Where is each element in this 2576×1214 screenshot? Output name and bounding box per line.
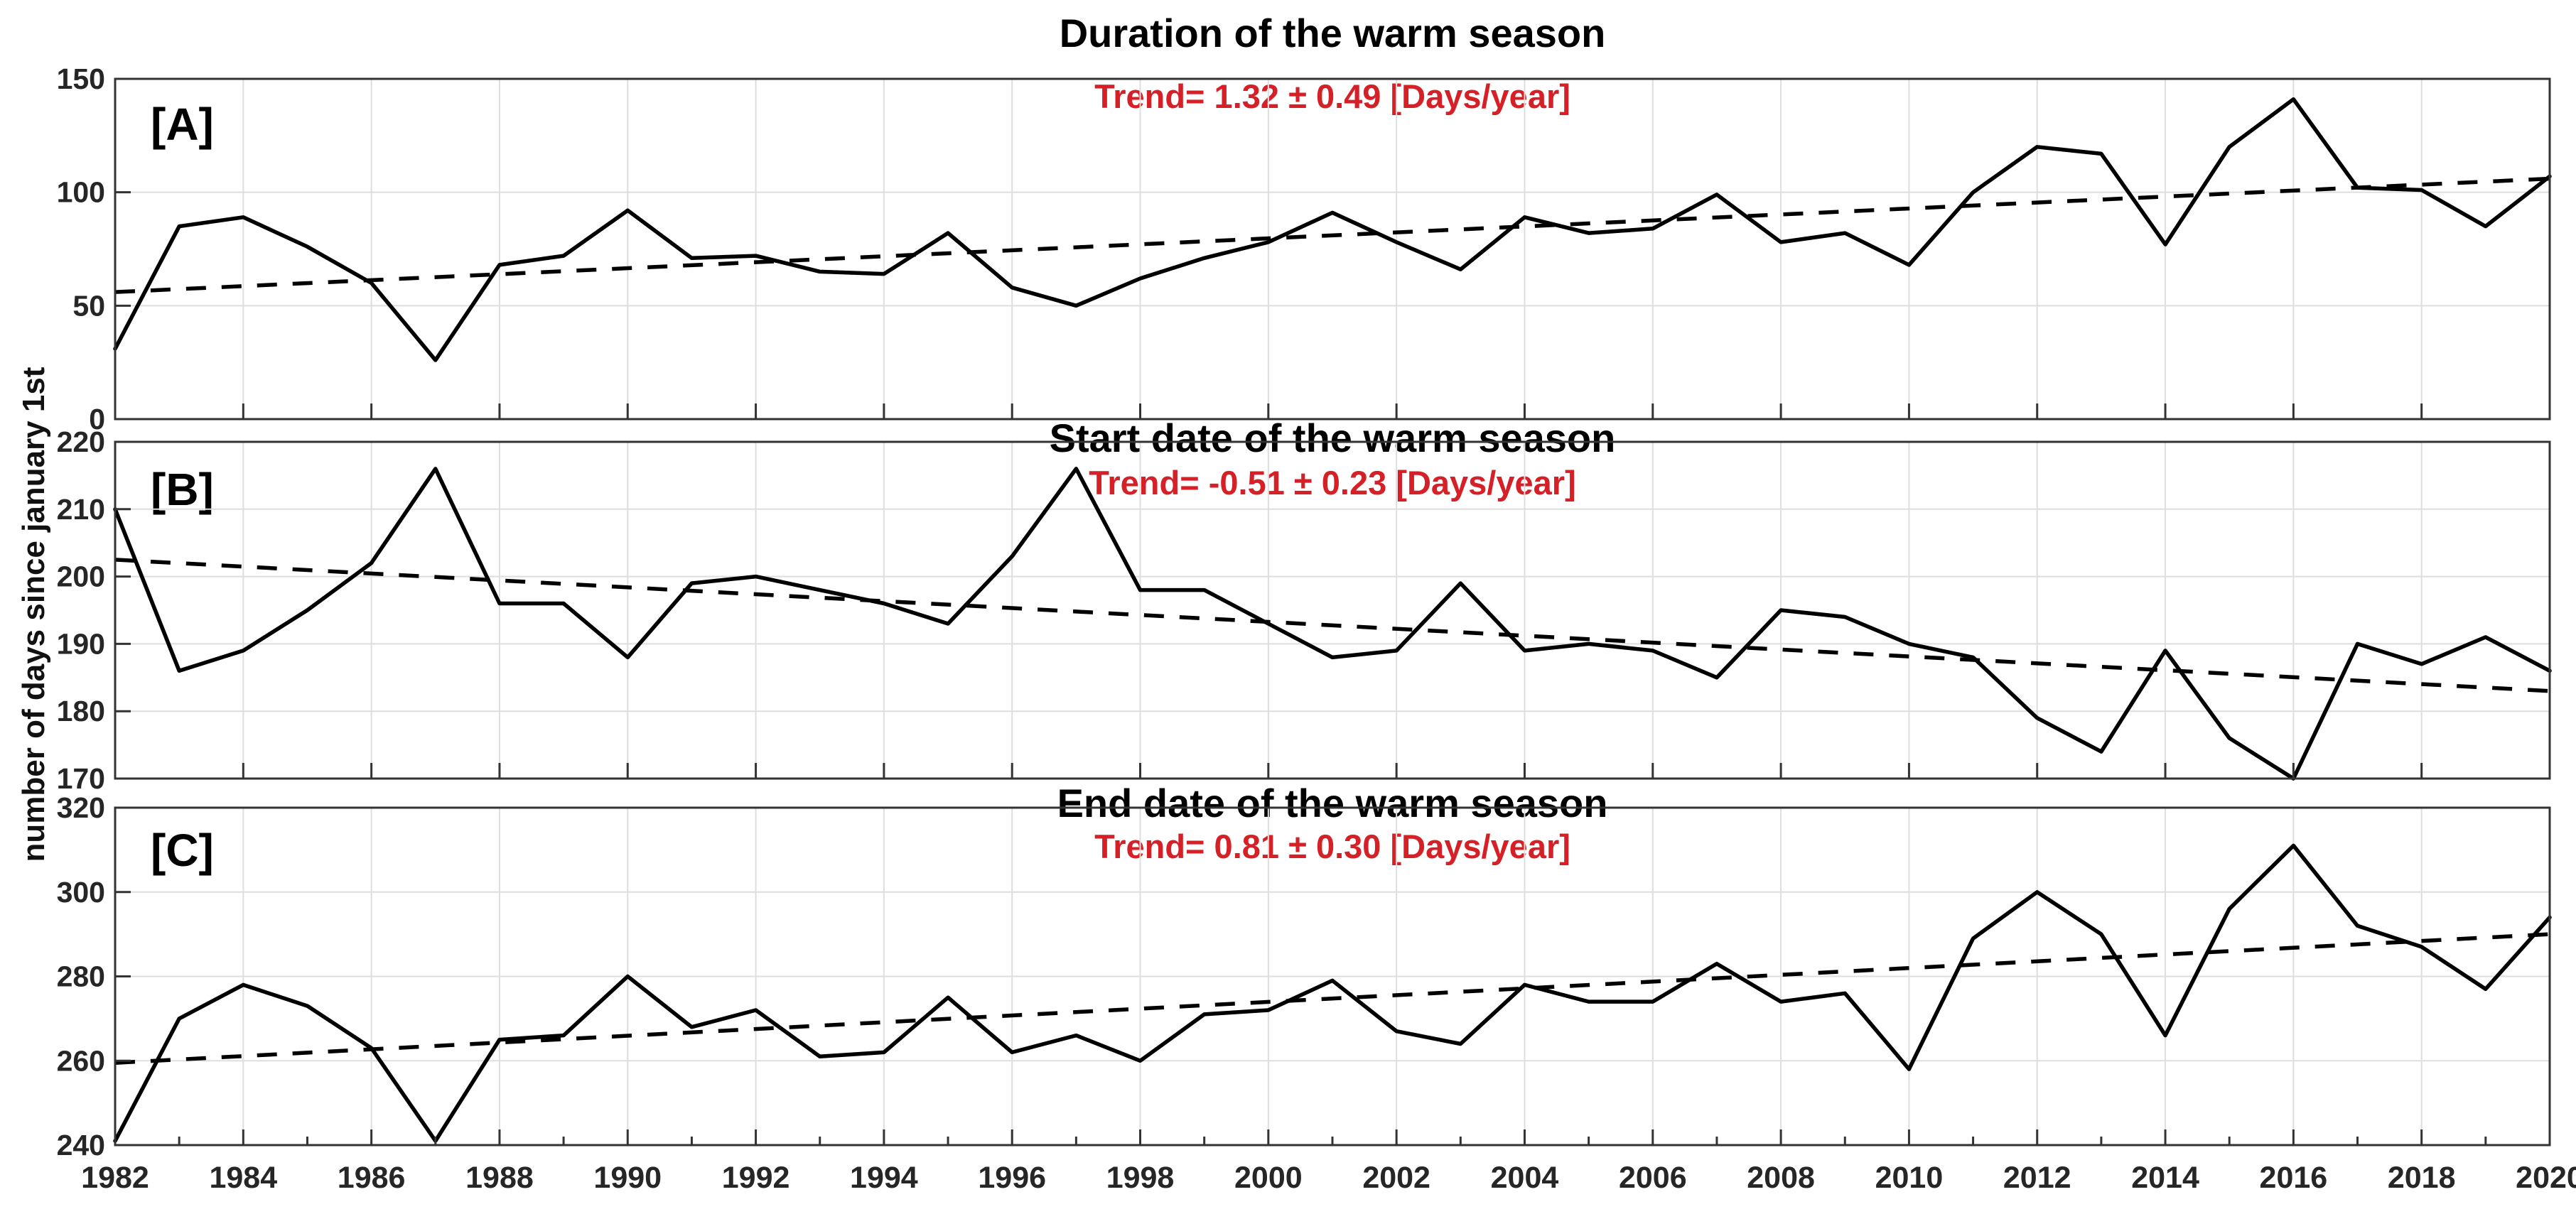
panel-b-ytick-label: 170	[57, 762, 105, 795]
panel-b-axes-box	[114, 440, 2551, 780]
x-axis-tick-label: 1994	[850, 1161, 918, 1195]
x-axis-tick-label: 2008	[1747, 1161, 1815, 1195]
panel-c-trend-label: Trend= 0.81 ± 0.30 [Days/year]	[1094, 828, 1570, 865]
panel-a-ytick-label: 150	[57, 63, 105, 95]
x-axis-tick-label: 1988	[465, 1161, 534, 1195]
x-axis-tick-label: 2018	[2388, 1161, 2456, 1195]
panel-c-ytick-label: 320	[57, 791, 105, 824]
x-axis-tick-label: 2012	[2003, 1161, 2071, 1195]
panel-b-trend-line	[114, 558, 2550, 693]
panel-c-trend-line	[114, 932, 2550, 1065]
panel-a-trend-line	[114, 176, 2550, 294]
x-axis-tick-label: 2000	[1234, 1161, 1303, 1195]
x-axis-tick-label: 1992	[722, 1161, 790, 1195]
panel-b-ytick-label: 210	[57, 493, 105, 526]
panel-b-title: Start date of the warm season	[1049, 416, 1616, 460]
panel-a-letter: [A]	[151, 99, 214, 150]
x-axis-tick-label: 1986	[338, 1161, 406, 1195]
x-axis-tick-label: 1998	[1106, 1161, 1175, 1195]
x-axis-tick-label: 1982	[81, 1161, 149, 1195]
panel-c-ytick-label: 300	[57, 876, 105, 909]
panel-a-trend-label: Trend= 1.32 ± 0.49 [Days/year]	[1094, 77, 1570, 115]
panel-b-ytick-label: 220	[57, 426, 105, 458]
x-axis-tick-label: 2016	[2260, 1161, 2328, 1195]
panel-c-ytick-label: 240	[57, 1129, 105, 1161]
x-axis-tick-label: 2014	[2131, 1161, 2199, 1195]
panel-b-trend-label: Trend= -0.51 ± 0.23 [Days/year]	[1089, 464, 1576, 502]
panel-b-ytick-label: 200	[57, 560, 105, 593]
x-axis-tick-label: 2002	[1362, 1161, 1430, 1195]
panel-b-letter: [B]	[151, 464, 214, 515]
x-axis-tick-label: 2020	[2516, 1161, 2576, 1195]
x-axis-tick-label: 2010	[1875, 1161, 1944, 1195]
panel-c-ytick-label: 260	[57, 1044, 105, 1077]
panel-a-ytick-label: 100	[57, 176, 105, 209]
panel-c-series-line	[113, 843, 2552, 1143]
x-axis-tick-label: 2006	[1619, 1161, 1687, 1195]
panel-c-letter: [C]	[151, 825, 214, 876]
x-axis-tick-label: 1990	[593, 1161, 662, 1195]
panel-a-axes-box	[114, 77, 2551, 421]
panel-a-ytick-label: 50	[72, 289, 105, 322]
x-axis-tick-label: 2004	[1491, 1161, 1559, 1195]
panel-a-series-line	[113, 97, 2552, 362]
panel-b-series-line	[113, 467, 2552, 781]
panel-c-title: End date of the warm season	[1057, 781, 1608, 825]
panel-b-ytick-label: 190	[57, 627, 105, 660]
panel-b-ytick-label: 180	[57, 695, 105, 727]
panel-a-title: Duration of the warm season	[1059, 11, 1606, 55]
panel-c-ytick-label: 280	[57, 960, 105, 993]
panel-a-ytick-label: 0	[89, 403, 105, 435]
x-axis-tick-label: 1996	[978, 1161, 1046, 1195]
x-axis-tick-label: 1984	[209, 1161, 277, 1195]
